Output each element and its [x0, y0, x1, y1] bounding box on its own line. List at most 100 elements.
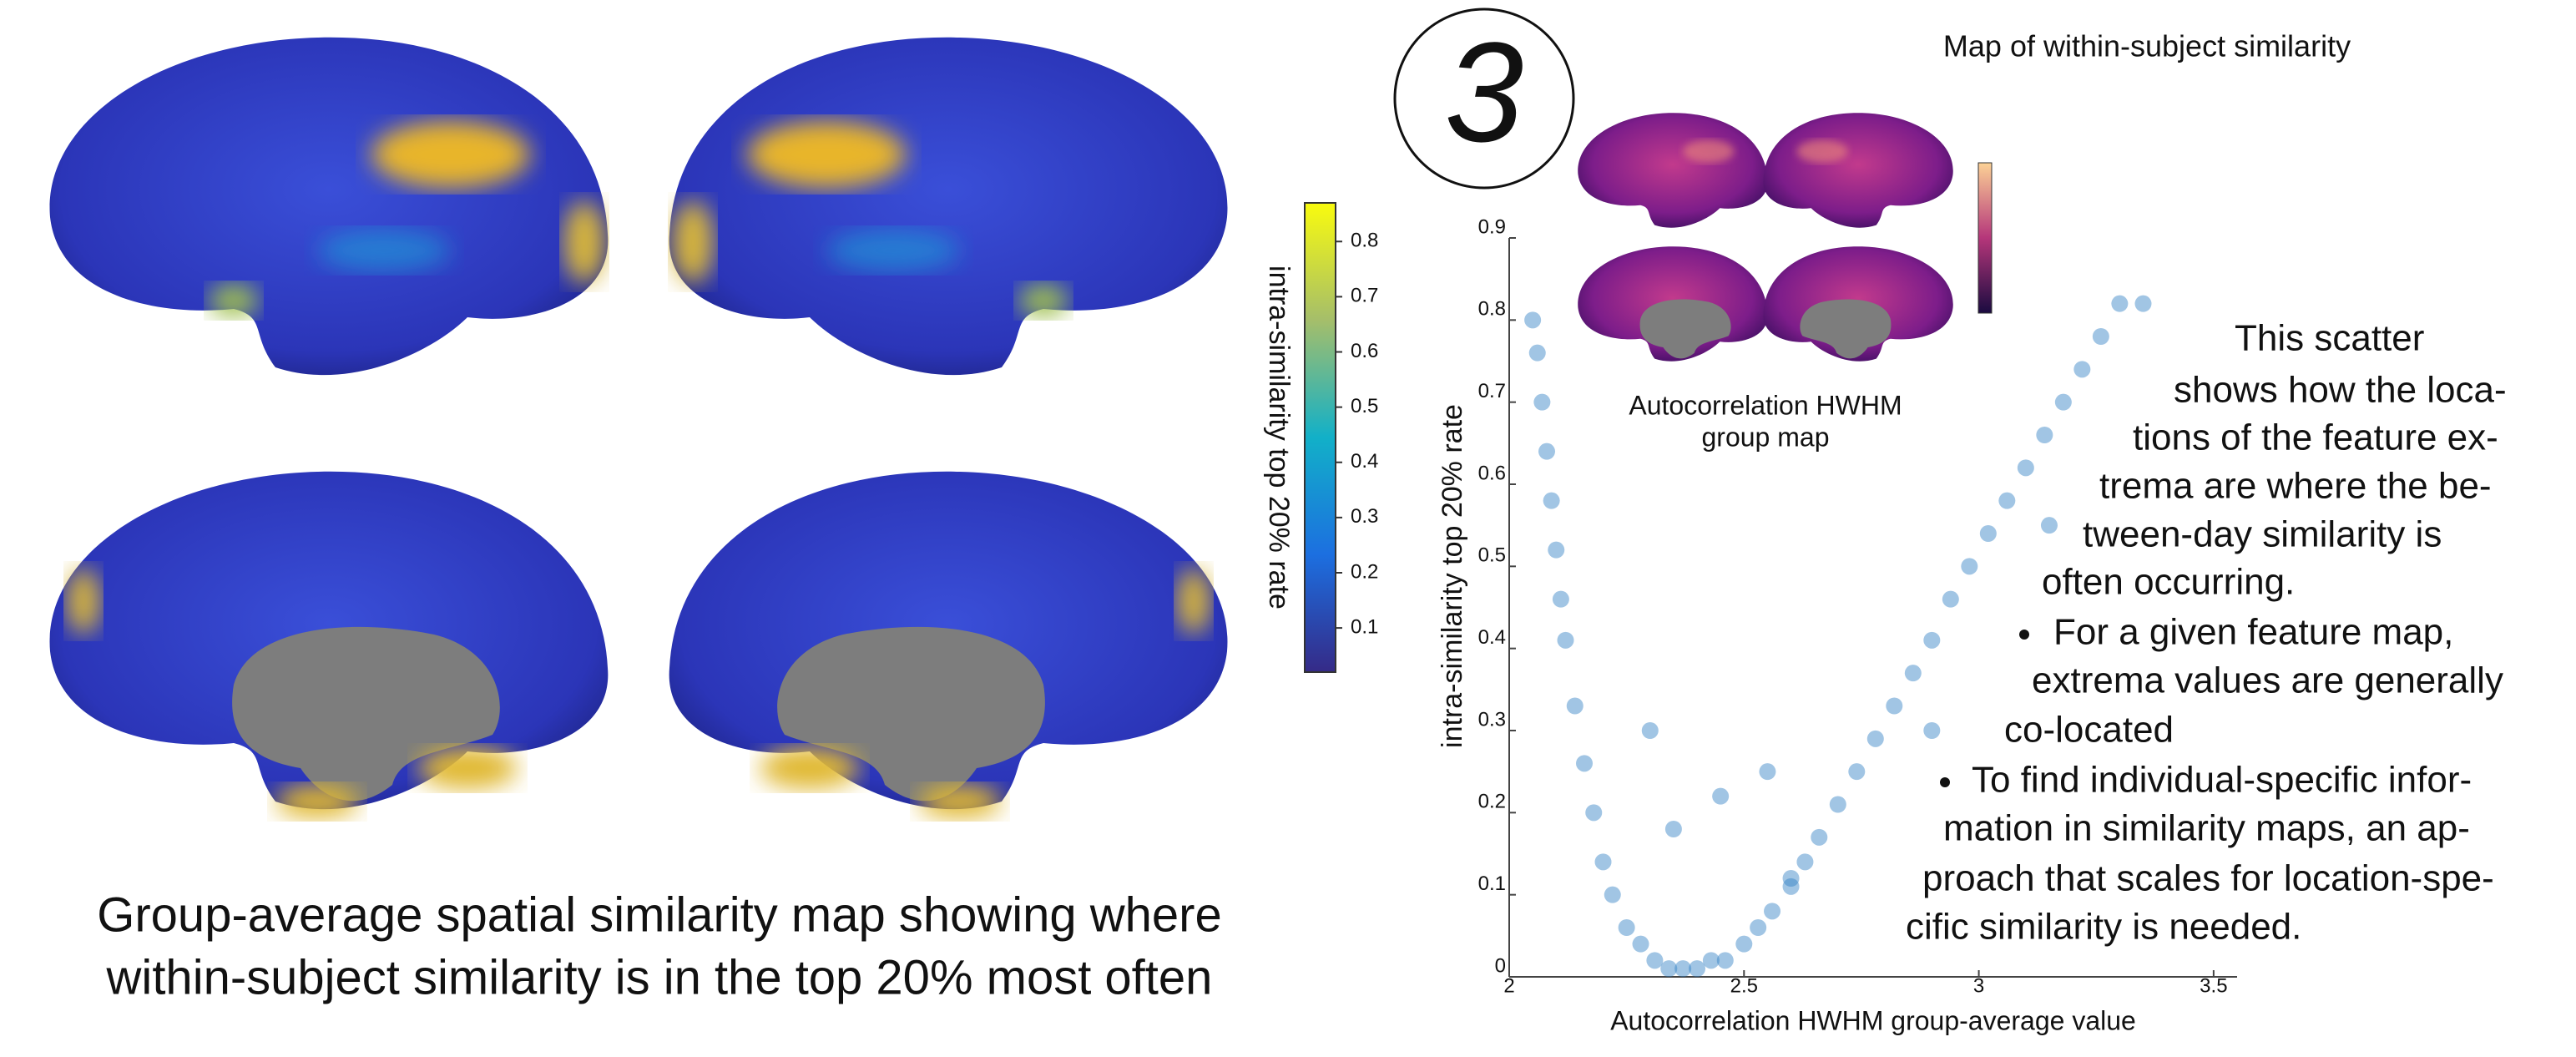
point — [2018, 459, 2034, 476]
point — [1689, 960, 1705, 977]
y-tick-label: 0.7 — [1478, 380, 1506, 402]
point — [1998, 493, 2015, 509]
point — [1961, 558, 1977, 574]
y-tick-label: 0.6 — [1478, 462, 1506, 484]
note-line: tions of the feature ex- — [2133, 417, 2498, 458]
note-line: For a given feature map, — [2053, 612, 2453, 653]
colorbar-tick-label: 0.8 — [1351, 230, 1378, 252]
point — [1796, 853, 1813, 870]
y-axis-label: intra-similarity top 20% rate — [1437, 404, 1468, 748]
point — [1585, 804, 1602, 821]
brain-medial-right — [669, 472, 1228, 818]
note-line: cific similarity is needed. — [1906, 907, 2301, 948]
x-tick-label: 3.5 — [2200, 974, 2227, 997]
point — [1764, 903, 1780, 919]
note-line: shows how the loca- — [2174, 370, 2507, 411]
x-axis-label: Autocorrelation HWHM group-average value — [1610, 1005, 2136, 1035]
y-tick-label: 0.1 — [1478, 872, 1506, 895]
point — [2111, 296, 2128, 312]
y-tick-label: 0.8 — [1478, 298, 1506, 321]
point — [2134, 296, 2151, 312]
point — [1848, 763, 1865, 780]
note-line: tween-day similarity is — [2083, 514, 2442, 555]
point — [1524, 311, 1541, 328]
note-line: extrema values are generally — [2032, 660, 2503, 701]
point — [1646, 952, 1663, 968]
colorbar-tick-label: 0.4 — [1351, 450, 1378, 473]
point — [1633, 936, 1649, 953]
note-line: co-located — [2004, 710, 2174, 751]
point — [1567, 698, 1583, 715]
badge: 3 — [1445, 13, 1524, 172]
point — [1750, 919, 1766, 936]
point — [1538, 443, 1555, 460]
colorbar-tick-label: 0.2 — [1351, 560, 1378, 583]
x-tick-label: 3 — [1973, 974, 1984, 997]
note-line: trema are where the be- — [2099, 466, 2492, 507]
point — [1717, 952, 1734, 968]
y-tick-label: 0.3 — [1478, 708, 1506, 731]
slide: intra-similarity top 20% rate Group-aver… — [0, 0, 2576, 1057]
point — [1529, 345, 1546, 362]
point — [1811, 829, 1827, 846]
brain-medial-left — [50, 472, 609, 818]
inset-title: Map of within-subject similarity — [1943, 29, 2351, 63]
point — [1712, 788, 1729, 805]
colorbar-tick-label: 0.5 — [1351, 395, 1378, 417]
caption: Group-average spatial similarity map sho… — [97, 888, 1221, 942]
colorbar-tick-label: 0.3 — [1351, 505, 1378, 528]
point — [2093, 328, 2109, 345]
inset-caption: Autocorrelation HWHM — [1629, 390, 1902, 420]
point — [1558, 632, 1574, 649]
point — [1886, 698, 1902, 715]
point — [2041, 517, 2058, 534]
point — [1830, 797, 1846, 813]
brain-lateral-right — [669, 38, 1228, 375]
y-tick-label: 0.4 — [1478, 626, 1506, 649]
point — [2073, 361, 2090, 377]
note-line: mation in similarity maps, an ap- — [1943, 808, 2470, 849]
point — [1604, 887, 1621, 903]
point — [1905, 665, 1922, 681]
point — [1980, 525, 1997, 542]
point — [1783, 870, 1800, 887]
colorbar — [1305, 203, 1336, 672]
point — [1867, 731, 1884, 747]
point — [2036, 427, 2053, 443]
inset-caption: group map — [1702, 422, 1830, 452]
inset-brains — [1578, 113, 1992, 361]
caption: within-subject similarity is in the top … — [106, 950, 1213, 1004]
y-tick-label: 0 — [1495, 954, 1506, 977]
point — [1576, 755, 1593, 771]
y-tick-label: 0.5 — [1478, 544, 1506, 567]
note-line: often occurring. — [2042, 562, 2295, 603]
point — [1923, 722, 1940, 739]
note-line: To find individual-specific infor- — [1972, 760, 2472, 801]
x-tick-label: 2.5 — [1730, 974, 1758, 997]
x-tick-label: 2 — [1503, 974, 1514, 997]
point — [1642, 722, 1659, 739]
point — [1665, 821, 1682, 837]
point — [2055, 394, 2072, 411]
notes: This scatter shows how the loca-tions of … — [1906, 318, 2507, 948]
point — [1595, 853, 1612, 870]
brain-lateral-left — [50, 38, 609, 375]
point — [1533, 394, 1550, 411]
point — [1548, 542, 1564, 559]
note-line: proach that scales for location-spe- — [1922, 858, 2494, 899]
point — [1543, 493, 1560, 509]
note-line: This scatter — [2235, 318, 2424, 359]
point — [1759, 763, 1775, 780]
y-tick-label: 0.9 — [1478, 215, 1506, 238]
y-tick-label: 0.2 — [1478, 791, 1506, 813]
point — [1923, 632, 1940, 649]
colorbar-tick-label: 0.7 — [1351, 285, 1378, 307]
point — [1553, 591, 1569, 608]
colorbar-tick-label: 0.1 — [1351, 615, 1378, 638]
point — [1619, 919, 1635, 936]
point — [1942, 591, 1959, 608]
bullet — [1940, 777, 1950, 787]
colorbar-label: intra-similarity top 20% rate — [1263, 266, 1295, 609]
point — [1735, 936, 1752, 953]
colorbar-tick-label: 0.6 — [1351, 340, 1378, 362]
